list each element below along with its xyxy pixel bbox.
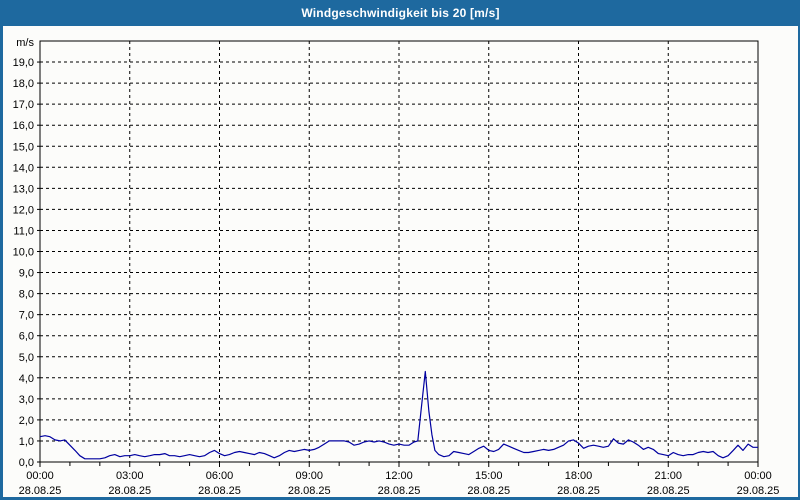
x-tick-date-label: 28.08.25	[557, 485, 600, 497]
y-tick-label: 16,0	[13, 120, 34, 132]
series-line	[39, 370, 758, 460]
y-tick-label: 7,0	[19, 310, 34, 322]
y-tick-label: 10,0	[13, 247, 34, 259]
y-tick-label: 0,0	[19, 457, 34, 469]
y-tick-label: 2,0	[19, 415, 34, 427]
x-tick-time-label: 21:00	[654, 470, 682, 482]
x-tick-date-label: 29.08.25	[737, 485, 780, 497]
wind-speed-chart: 0,0 1,0 2,0 3,0 4,0 5,0 6,0 7,0 8,0 9,0 10,0 11,0 12…	[13, 37, 780, 497]
x-tick-time-label: 03:00	[116, 470, 144, 482]
x-tick-date-label: 28.08.25	[467, 485, 510, 497]
x-tick-date-label: 28.08.25	[198, 485, 241, 497]
x-tick-date-label: 28.08.25	[19, 485, 62, 497]
y-tick-label: 9,0	[19, 268, 34, 280]
y-tick-label: 3,0	[19, 394, 34, 406]
y-tick-label: 5,0	[19, 352, 34, 364]
x-tick-time-label: 18:00	[565, 470, 593, 482]
y-tick-label: 17,0	[13, 99, 34, 111]
x-tick-time-label: 15:00	[475, 470, 503, 482]
y-tick-label: 1,0	[19, 436, 34, 448]
y-tick-label: 15,0	[13, 141, 34, 153]
window-title-bar: Windgeschwindigkeit bis 20 [m/s]	[3, 0, 798, 26]
x-tick-date-label: 28.08.25	[647, 485, 690, 497]
y-tick-label: 14,0	[13, 162, 34, 174]
x-tick-date-label: 28.08.25	[108, 485, 151, 497]
x-tick-time-label: 00:00	[26, 470, 54, 482]
y-tick-label: 19,0	[13, 57, 34, 69]
y-tick-label: 13,0	[13, 183, 34, 195]
y-axis-unit-label: m/s	[16, 37, 34, 49]
plot-border	[39, 40, 759, 463]
y-tick-label: 18,0	[13, 78, 34, 90]
y-tick-label: 8,0	[19, 289, 34, 301]
x-tick-time-label: 00:00	[744, 470, 772, 482]
x-tick-date-label: 28.08.25	[378, 485, 421, 497]
page-title: Windgeschwindigkeit bis 20 [m/s]	[301, 6, 500, 20]
x-tick-time-label: 12:00	[385, 470, 413, 482]
y-tick-label: 12,0	[13, 204, 34, 216]
x-tick-date-label: 28.08.25	[288, 485, 331, 497]
chart-region: 0,0 1,0 2,0 3,0 4,0 5,0 6,0 7,0 8,0 9,0 10,0 11,0 12…	[3, 26, 798, 497]
y-tick-label: 6,0	[19, 331, 34, 343]
x-tick-time-label: 06:00	[206, 470, 234, 482]
y-tick-label: 11,0	[13, 225, 34, 237]
y-tick-label: 4,0	[19, 373, 34, 385]
x-tick-time-label: 09:00	[295, 470, 323, 482]
